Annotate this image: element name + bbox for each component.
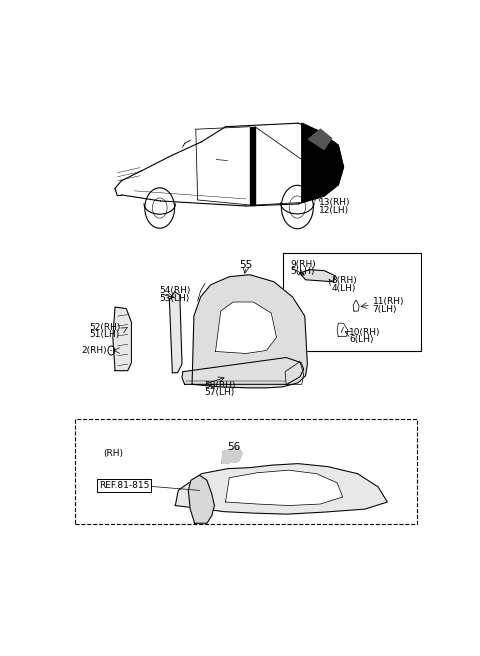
Polygon shape [113,307,132,371]
Text: 56: 56 [228,442,241,453]
Polygon shape [182,358,304,384]
Text: 12(LH): 12(LH) [319,205,348,215]
Text: 53(LH): 53(LH) [160,294,190,303]
Polygon shape [309,129,332,150]
Polygon shape [169,292,182,373]
Text: 54(RH): 54(RH) [160,287,191,295]
Polygon shape [188,475,215,523]
Polygon shape [175,464,387,514]
Text: 6(LH): 6(LH) [349,335,374,344]
Text: 51(LH): 51(LH) [90,331,120,339]
Polygon shape [300,270,335,282]
Text: 57(LH): 57(LH) [204,388,235,398]
Bar [283,253,421,352]
Text: 7(LH): 7(LH) [372,305,397,314]
Polygon shape [250,127,255,205]
Polygon shape [216,302,276,354]
Polygon shape [192,275,307,388]
Text: 55: 55 [240,260,252,270]
Polygon shape [222,447,242,464]
Text: 4(LH): 4(LH) [332,284,356,293]
Text: 9(RH): 9(RH) [290,260,316,268]
Text: 10(RH): 10(RH) [349,328,381,337]
Text: 2(RH): 2(RH) [82,346,107,355]
Text: 58(RH): 58(RH) [204,381,236,390]
Text: 52(RH): 52(RH) [90,323,121,332]
Text: 13(RH): 13(RH) [319,198,350,207]
Bar [75,419,417,524]
Text: 11(RH): 11(RH) [372,297,404,306]
Polygon shape [302,123,344,203]
Text: 5(LH): 5(LH) [290,267,314,276]
Text: 8(RH): 8(RH) [332,276,357,285]
Polygon shape [226,470,343,506]
Text: (RH): (RH) [103,449,123,458]
Text: REF.81-815: REF.81-815 [99,481,149,490]
